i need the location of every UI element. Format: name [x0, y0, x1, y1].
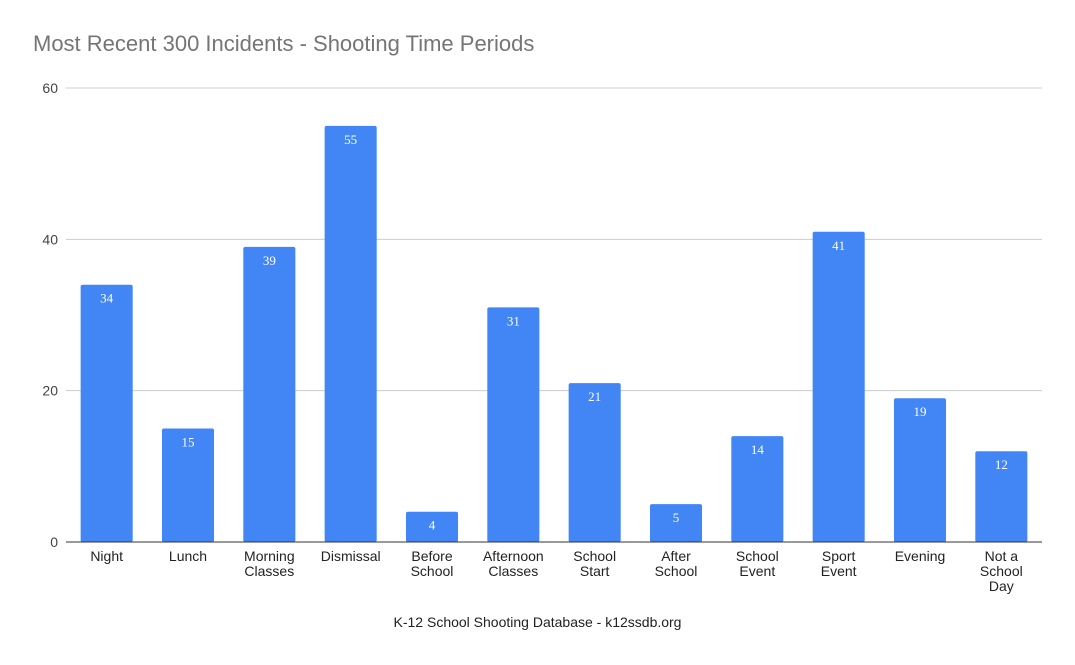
- x-tick-label: Classes: [488, 563, 538, 579]
- data-label: 21: [588, 389, 601, 404]
- bar: [568, 383, 621, 542]
- bar: [243, 246, 296, 542]
- x-tick-label: Event: [739, 563, 775, 579]
- data-label: 41: [832, 238, 845, 253]
- bar: [80, 284, 133, 542]
- y-tick-label: 20: [42, 383, 58, 399]
- bar: [975, 451, 1028, 542]
- bar: [405, 511, 459, 542]
- x-tick-label: Sport: [822, 548, 856, 564]
- y-tick-label: 0: [50, 534, 58, 550]
- data-label: 19: [914, 404, 927, 419]
- x-tick-label: School: [411, 563, 454, 579]
- bar: [812, 231, 865, 542]
- data-label: 34: [100, 291, 114, 306]
- bar: [324, 125, 377, 542]
- data-label: 12: [995, 457, 1008, 472]
- data-label: 15: [182, 435, 195, 450]
- bar: [893, 398, 947, 542]
- x-tick-label: Night: [90, 548, 123, 564]
- data-label: 5: [673, 510, 680, 525]
- x-tick-label: School: [736, 548, 779, 564]
- bar: [731, 436, 784, 542]
- x-tick-label: School: [573, 548, 616, 564]
- x-tick-label: Not a: [985, 548, 1019, 564]
- data-label: 14: [751, 442, 765, 457]
- y-tick-label: 40: [42, 231, 58, 247]
- x-tick-label: Event: [821, 563, 857, 579]
- x-tick-label: Day: [989, 578, 1014, 594]
- chart-title: Most Recent 300 Incidents - Shooting Tim…: [33, 31, 535, 56]
- bar: [487, 307, 540, 542]
- data-label: 4: [429, 518, 436, 533]
- x-tick-label: Morning: [244, 548, 295, 564]
- x-tick-label: Classes: [244, 563, 294, 579]
- bar: [161, 428, 215, 542]
- x-axis-label: K-12 School Shooting Database - k12ssdb.…: [393, 614, 682, 630]
- x-tick-label: School: [980, 563, 1023, 579]
- x-tick-label: After: [661, 548, 691, 564]
- data-label: 55: [344, 132, 357, 147]
- x-tick-label: Lunch: [169, 548, 207, 564]
- x-tick-label: Start: [580, 563, 610, 579]
- x-tick-label: Evening: [895, 548, 946, 564]
- y-tick-label: 60: [42, 80, 58, 96]
- x-tick-label: Before: [411, 548, 452, 564]
- x-tick-label: Dismissal: [321, 548, 381, 564]
- data-label: 31: [507, 313, 520, 328]
- data-label: 39: [263, 253, 276, 268]
- x-tick-label: School: [655, 563, 698, 579]
- x-tick-label: Afternoon: [483, 548, 544, 564]
- bar: [649, 504, 703, 542]
